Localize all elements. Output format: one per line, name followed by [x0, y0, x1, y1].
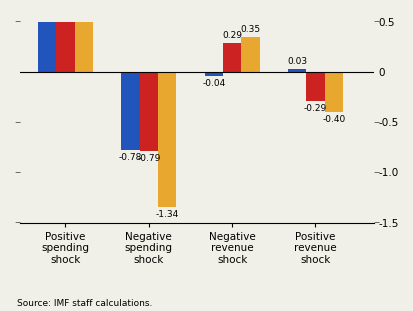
Text: –: – — [15, 15, 21, 28]
Text: -0.79: -0.79 — [137, 154, 160, 163]
Bar — [324, 72, 342, 112]
Text: –: – — [15, 116, 21, 128]
Text: –: – — [372, 166, 378, 179]
Bar — [74, 21, 93, 72]
Text: -0.04: -0.04 — [202, 79, 225, 88]
Text: –: – — [372, 116, 378, 128]
Bar — [158, 72, 176, 207]
Bar — [139, 72, 158, 151]
Bar — [241, 37, 259, 72]
Text: –: – — [15, 166, 21, 179]
Text: 0.03: 0.03 — [286, 57, 306, 66]
Bar — [38, 21, 56, 72]
Text: 0.35: 0.35 — [240, 25, 260, 34]
Bar — [121, 72, 139, 150]
Text: Source: IMF staff calculations.: Source: IMF staff calculations. — [17, 299, 152, 308]
Bar — [287, 69, 306, 72]
Text: -0.40: -0.40 — [321, 115, 344, 124]
Text: -1.34: -1.34 — [155, 210, 178, 219]
Text: –: – — [372, 216, 378, 229]
Text: –: – — [15, 216, 21, 229]
Text: -0.29: -0.29 — [303, 104, 326, 113]
Text: -0.78: -0.78 — [119, 153, 142, 162]
Bar — [306, 72, 324, 101]
Text: 0.29: 0.29 — [222, 30, 242, 39]
Bar — [204, 72, 223, 76]
Bar — [56, 21, 74, 72]
Bar — [223, 43, 241, 72]
Text: –: – — [372, 15, 378, 28]
